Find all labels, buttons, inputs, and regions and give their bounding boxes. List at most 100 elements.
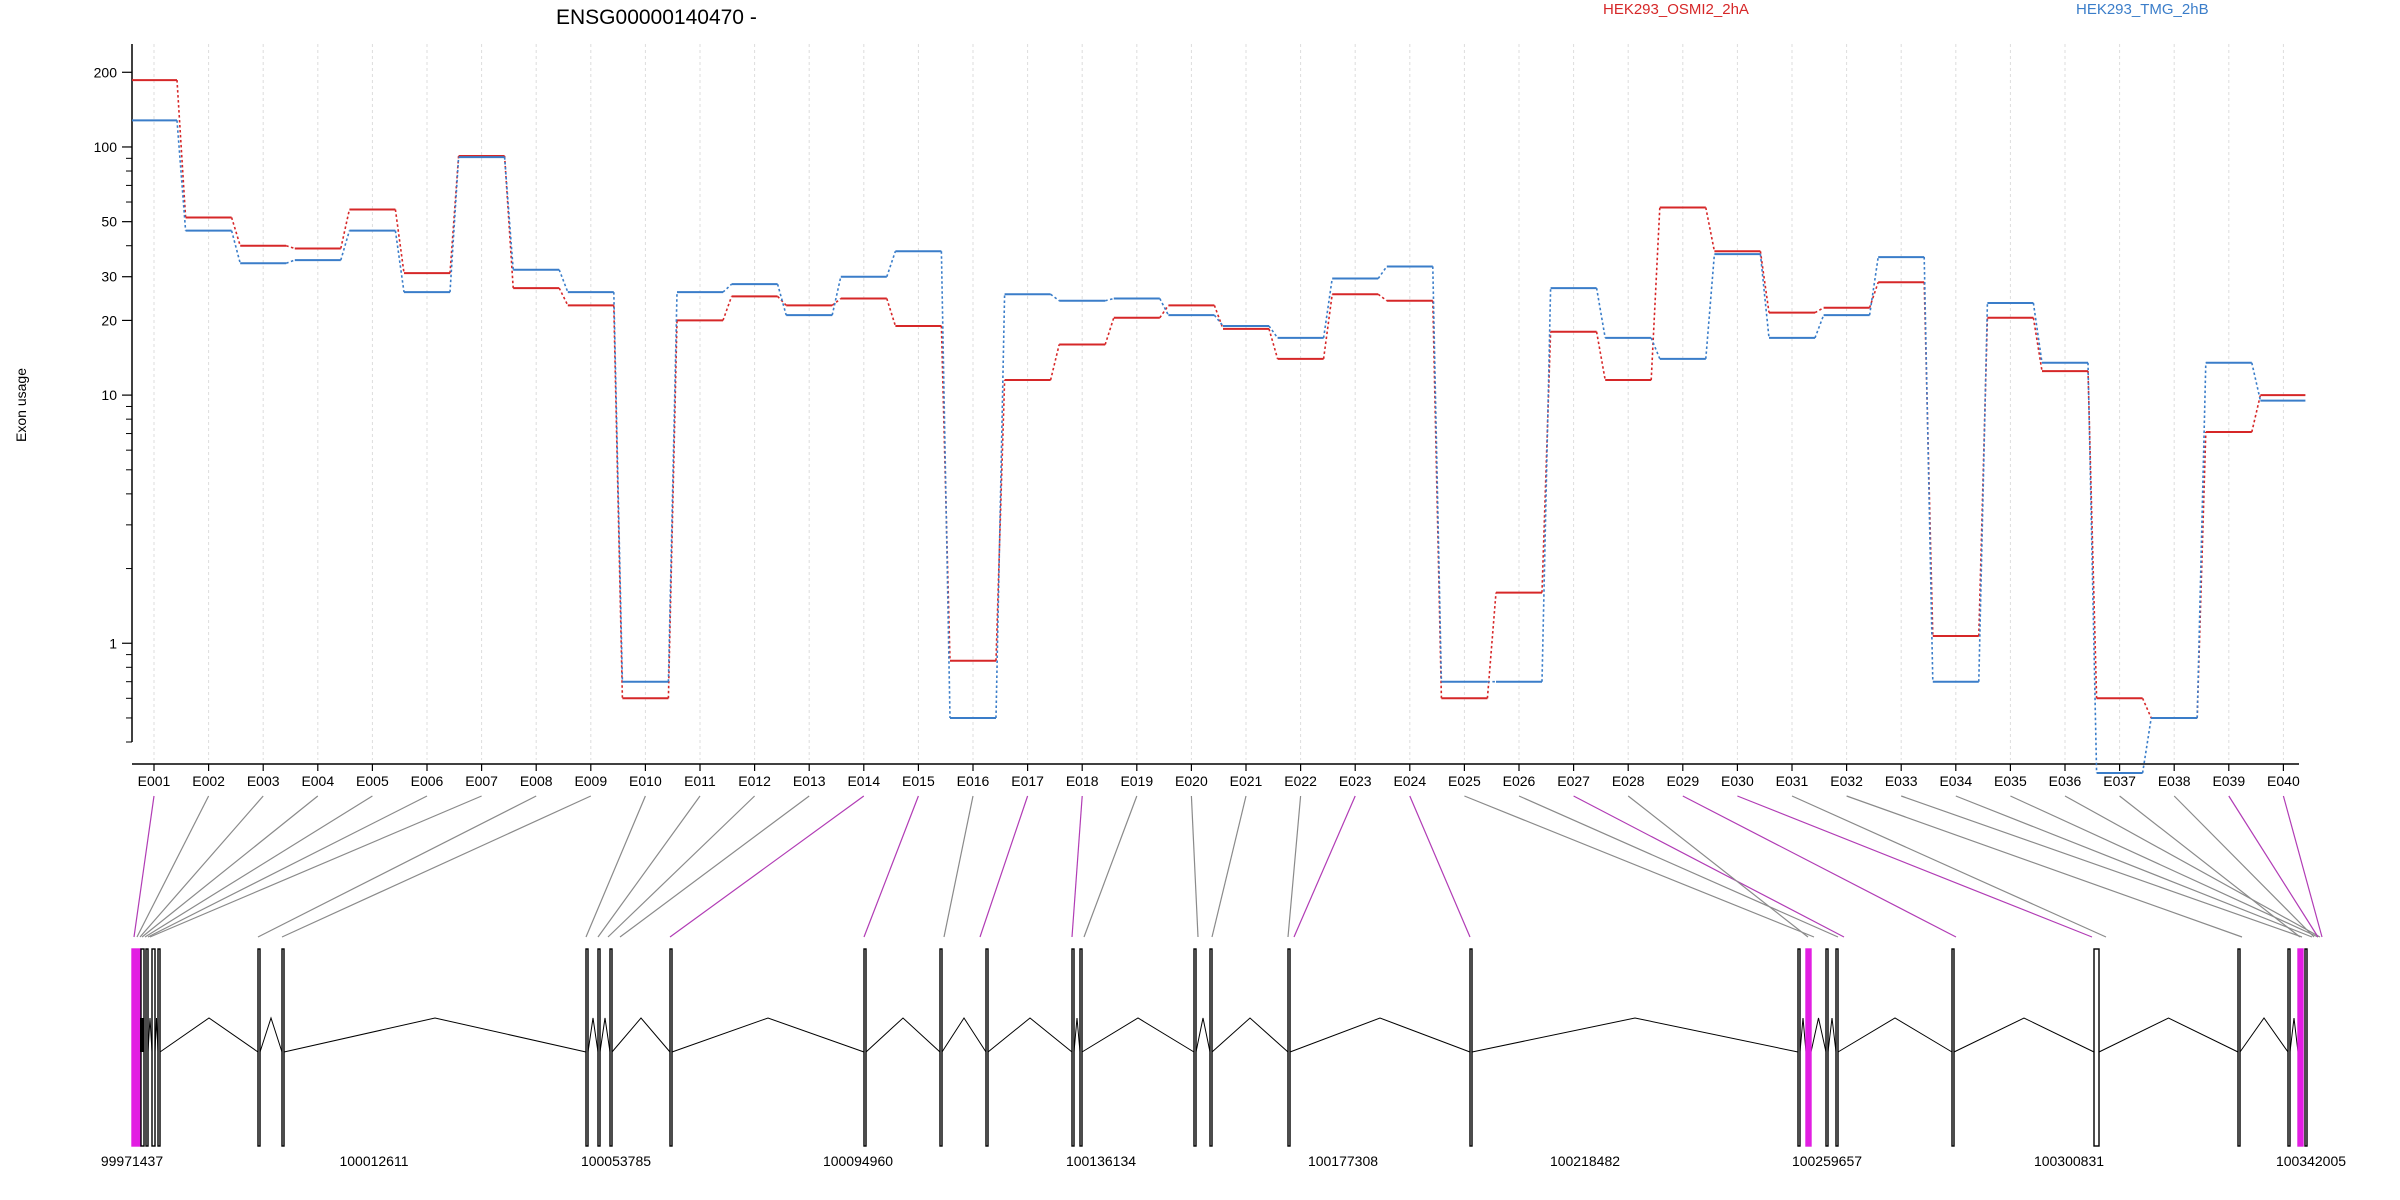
exon-connector — [1071, 795, 1083, 938]
series-connector — [995, 380, 1006, 661]
exon-block — [2297, 948, 2304, 1147]
intron-line — [1953, 1017, 2095, 1053]
exon-block — [1209, 948, 1213, 1147]
exon-connector — [1955, 795, 2313, 938]
exon-block — [2237, 948, 2241, 1147]
series-connector — [1159, 304, 1170, 319]
coordinate-label: 100094960 — [823, 1153, 893, 1169]
y-tick-label: 100 — [94, 139, 118, 155]
x-tick-label: E008 — [520, 773, 553, 789]
series-connector — [285, 244, 296, 250]
intron-line — [987, 1017, 1073, 1053]
series-connector — [1595, 287, 1606, 339]
x-tick-label: E026 — [1503, 773, 1536, 789]
series-connector — [1650, 337, 1661, 360]
exon-connector — [1287, 795, 1302, 938]
x-ticks: E001 E002 E003 E004 E005 E006 E007 E008 E009 E010… — [138, 764, 2300, 789]
exon-block — [609, 948, 613, 1147]
y-tick-label: 1 — [109, 635, 117, 651]
intron-line — [2098, 1017, 2239, 1053]
series-connector — [1322, 278, 1333, 339]
series-lines — [132, 79, 2306, 775]
series-connector — [722, 283, 733, 293]
coordinate-label: 100342005 — [2276, 1153, 2346, 1169]
series-connector — [2141, 697, 2152, 719]
exon-connector — [1293, 795, 1356, 938]
intron-line — [1827, 1017, 1837, 1053]
x-tick-label: E013 — [793, 773, 826, 789]
x-tick-label: E024 — [1393, 773, 1426, 789]
exon-connector — [1682, 795, 1957, 938]
series-connector — [1814, 314, 1825, 339]
intron-line — [1289, 1017, 1471, 1053]
exon-connector — [139, 795, 264, 938]
exon-block — [2093, 948, 2100, 1147]
coordinate-label: 100136134 — [1066, 1153, 1136, 1169]
series-connector — [886, 250, 897, 277]
exon-connector — [943, 795, 974, 938]
exon-connector — [2282, 795, 2323, 938]
series-connector — [1595, 331, 1606, 381]
x-tick-label: E007 — [465, 773, 498, 789]
series-connector — [1050, 293, 1060, 302]
x-tick-label: E016 — [957, 773, 990, 789]
exon-connector — [1211, 795, 1247, 938]
series-connector — [995, 294, 1006, 718]
exon-block — [131, 948, 141, 1147]
exon-block — [597, 948, 601, 1147]
exon-block — [281, 948, 285, 1147]
x-tick-label: E005 — [356, 773, 389, 789]
exon-block — [257, 948, 261, 1147]
exon-connector — [133, 795, 155, 938]
exon-connector — [144, 795, 373, 938]
series-connector — [886, 298, 897, 327]
exon-connector — [2173, 795, 2315, 938]
x-tick-label: E030 — [1721, 773, 1754, 789]
y-tick-label: 10 — [101, 387, 117, 403]
series-connector — [831, 297, 842, 306]
x-tick-label: E021 — [1230, 773, 1263, 789]
series-connector — [1322, 294, 1333, 359]
series-connector — [1978, 303, 1989, 682]
intron-line — [1799, 1017, 1807, 1053]
exon-connector — [1791, 795, 2107, 938]
x-tick-label: E039 — [2212, 773, 2245, 789]
coordinate-label: 100218482 — [1550, 1153, 1620, 1169]
x-tick-label: E029 — [1666, 773, 1699, 789]
series-connector — [1541, 288, 1552, 682]
x-tick-label: E001 — [138, 773, 171, 789]
series-connector — [230, 230, 241, 264]
coordinate-label: 100012611 — [339, 1153, 408, 1169]
exon-connector — [597, 795, 701, 938]
exon-block — [1835, 948, 1839, 1147]
x-tick-label: E027 — [1557, 773, 1590, 789]
x-tick-label: E028 — [1612, 773, 1645, 789]
exon-connector — [1627, 795, 1809, 938]
gene-model — [131, 948, 2308, 1147]
y-tick-label: 200 — [94, 64, 118, 80]
y-tick-label: 30 — [101, 269, 117, 285]
exon-marker — [140, 1018, 144, 1052]
x-tick-label: E004 — [301, 773, 334, 789]
exon-block — [2287, 948, 2291, 1147]
y-ticks: 1 10 20 30 50 100 200 — [94, 64, 132, 743]
intron-line — [1837, 1017, 1953, 1053]
x-tick-label: E023 — [1339, 773, 1372, 789]
series-connector — [2087, 362, 2098, 774]
exon-block — [939, 948, 943, 1147]
exon-block — [1797, 948, 1801, 1147]
intron-line — [283, 1017, 587, 1053]
series-connector — [1159, 298, 1170, 316]
exon-block — [585, 948, 589, 1147]
series-connector — [1705, 254, 1716, 359]
series-connector — [176, 80, 187, 218]
series-connector — [1377, 265, 1388, 279]
x-tick-label: E025 — [1448, 773, 1481, 789]
intron-line — [259, 1016, 283, 1053]
intron-line — [1073, 1017, 1081, 1053]
series-connector — [1213, 314, 1224, 327]
series-connector — [1377, 293, 1388, 302]
exon-connector — [2064, 795, 2321, 938]
series-connector — [2251, 394, 2262, 433]
